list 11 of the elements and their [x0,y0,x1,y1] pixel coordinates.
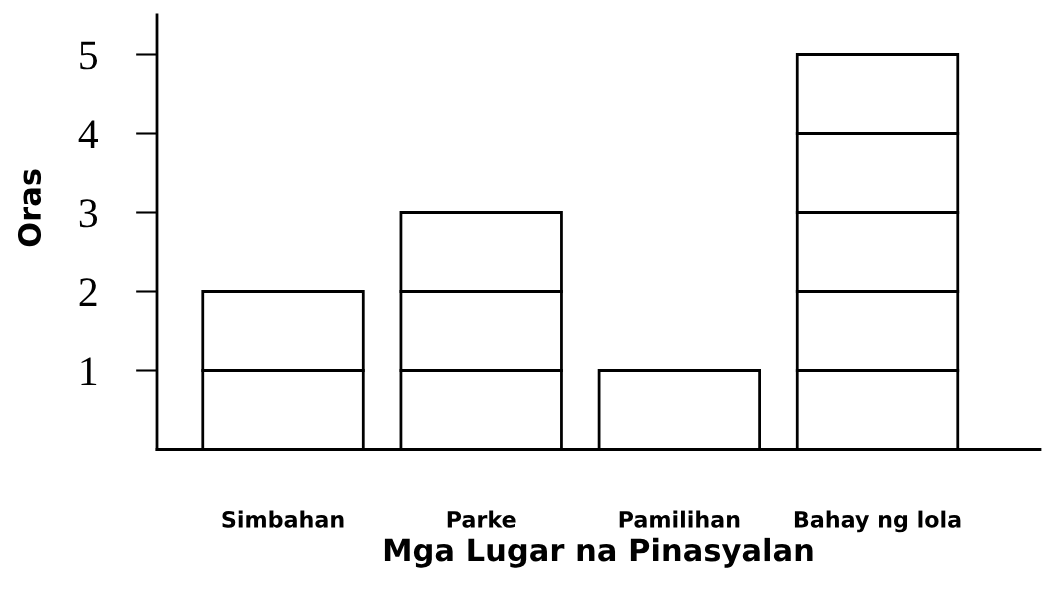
y-tick-label: 5 [80,41,98,70]
x-tick-label: Pamilihan [619,510,740,528]
y-tick-label: 3 [79,199,98,228]
y-tick-label: 4 [78,120,99,148]
y-axis-title: Oras [17,169,42,247]
x-tick-label: Simbahan [222,510,344,528]
x-axis-title: Mga Lugar na Pinasyalan [384,537,813,568]
x-tick-label: Parke [447,510,516,528]
y-tick-label: 2 [79,278,97,306]
x-tick-label: Bahay ng lola [794,510,961,533]
y-tick-label: 1 [81,357,97,385]
